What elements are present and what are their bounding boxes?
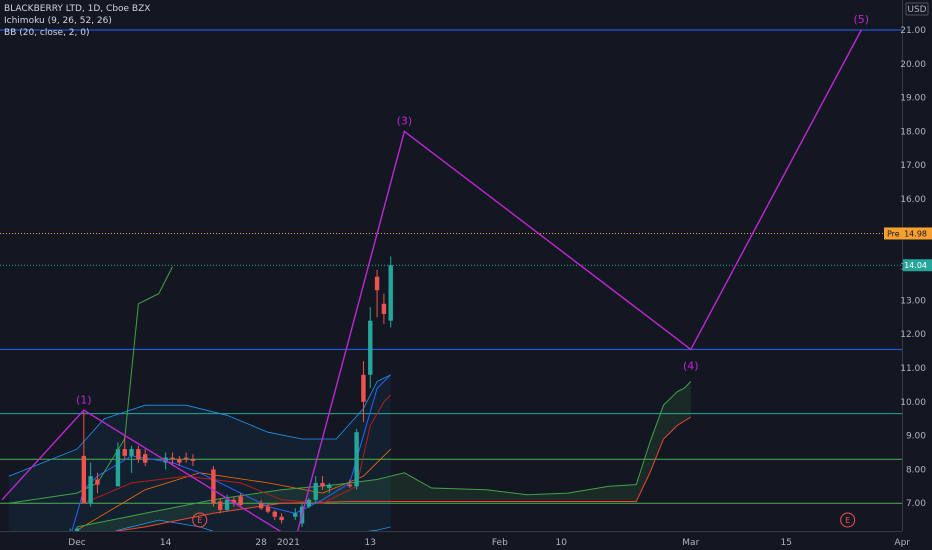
price-tick-label: 19.00 <box>900 94 926 104</box>
candle-body <box>88 476 93 504</box>
candle-body <box>170 457 175 460</box>
candle-body <box>231 499 237 504</box>
earnings-marker-icon <box>840 512 856 528</box>
time-tick-label: Apr <box>894 538 910 548</box>
symbol-title[interactable]: BLACKBERRY LTD, 1D, Cboe BZX <box>4 4 151 14</box>
price-tick-label: 12.00 <box>900 330 926 340</box>
pre-market-badge <box>884 227 932 240</box>
price-tick-label: 17.00 <box>900 161 926 171</box>
price-tick-label: 20.00 <box>900 60 926 70</box>
candle-body <box>347 484 352 487</box>
price-tick-label: 13.00 <box>900 296 926 306</box>
price-tick-label: 21.00 <box>900 26 926 36</box>
chart-legend: BLACKBERRY LTD, 1D, Cboe BZX Ichimoku (9… <box>4 3 150 39</box>
candle-body <box>327 484 332 488</box>
candle-body <box>74 528 80 531</box>
currency-label: USD <box>907 5 926 15</box>
price-tick-label: 10.00 <box>900 398 926 408</box>
candle-body <box>177 459 182 463</box>
candle-body <box>306 499 312 507</box>
candle-body <box>81 455 87 504</box>
candle-body <box>313 482 318 500</box>
ichimoku-indicator-label[interactable]: Ichimoku (9, 26, 52, 26) <box>4 16 112 26</box>
time-axis <box>0 531 932 550</box>
candle-body <box>115 449 121 487</box>
time-tick-label: 2021 <box>277 538 300 548</box>
candle-body <box>279 516 284 521</box>
bollinger-basis-line <box>76 448 391 531</box>
candle-body <box>293 513 298 517</box>
candle-body <box>374 276 380 291</box>
time-tick-label: 10 <box>555 538 567 548</box>
price-tick-label: 7.00 <box>906 499 926 509</box>
time-tick-label: Dec <box>68 538 85 548</box>
earnings-marker-label: E <box>197 516 202 525</box>
currency-box <box>905 2 929 16</box>
price-axis <box>902 0 932 550</box>
bollinger-band-fill <box>8 374 391 531</box>
candle-body <box>354 432 359 487</box>
candle-body <box>238 496 243 505</box>
ichimoku-lagging-span <box>8 266 173 504</box>
candle-body <box>122 449 127 456</box>
time-tick-label: Feb <box>492 538 508 548</box>
time-tick-label: 13 <box>365 538 376 548</box>
candle-body <box>129 449 134 456</box>
ichimoku-span-a-line <box>76 381 692 528</box>
time-tick-label: 15 <box>781 538 792 548</box>
elliott-wave-path <box>1 29 862 531</box>
last-price-value: 14.04 <box>904 261 927 270</box>
candle-body <box>381 303 387 314</box>
candle-body <box>218 501 223 510</box>
wave-label: (5) <box>854 13 870 26</box>
ichimoku-base-line <box>83 394 392 504</box>
candle-body <box>272 511 277 517</box>
ichimoku-span-b-line <box>114 416 692 531</box>
bollinger-upper-line <box>8 374 391 477</box>
wave-label: (4) <box>683 359 699 372</box>
candle-body <box>95 479 100 485</box>
candle-body <box>320 482 325 487</box>
candle-body <box>143 454 148 463</box>
earnings-marker-label: E <box>845 516 850 525</box>
time-tick-label: Mar <box>682 538 699 548</box>
price-tick-label: 18.00 <box>900 127 926 137</box>
price-tick-label: 16.00 <box>900 195 926 205</box>
candle-body <box>136 449 141 460</box>
candle-body <box>361 374 366 402</box>
candle-body <box>388 265 393 321</box>
price-tick-label: 9.00 <box>906 432 926 442</box>
candle-body <box>224 499 230 510</box>
candle-body <box>258 503 264 509</box>
candle-body <box>265 506 271 512</box>
earnings-marker-icon <box>192 512 208 528</box>
pre-market-tag: Pre <box>887 229 900 238</box>
last-price-badge <box>903 259 932 272</box>
wave-label: (1) <box>76 393 92 406</box>
candle-body <box>211 469 216 504</box>
wave-label: (3) <box>397 114 413 127</box>
price-tick-label: 8.00 <box>906 465 926 475</box>
price-tick-label: 11.00 <box>900 364 926 374</box>
candle-body <box>190 459 196 461</box>
candle-body <box>183 457 189 460</box>
time-tick-label: 28 <box>255 538 267 548</box>
pre-market-value: 14.98 <box>904 229 927 238</box>
bollinger-indicator-label[interactable]: BB (20, close, 2, 0) <box>4 28 90 38</box>
time-tick-label: 14 <box>160 538 172 548</box>
candle-body <box>368 320 373 375</box>
